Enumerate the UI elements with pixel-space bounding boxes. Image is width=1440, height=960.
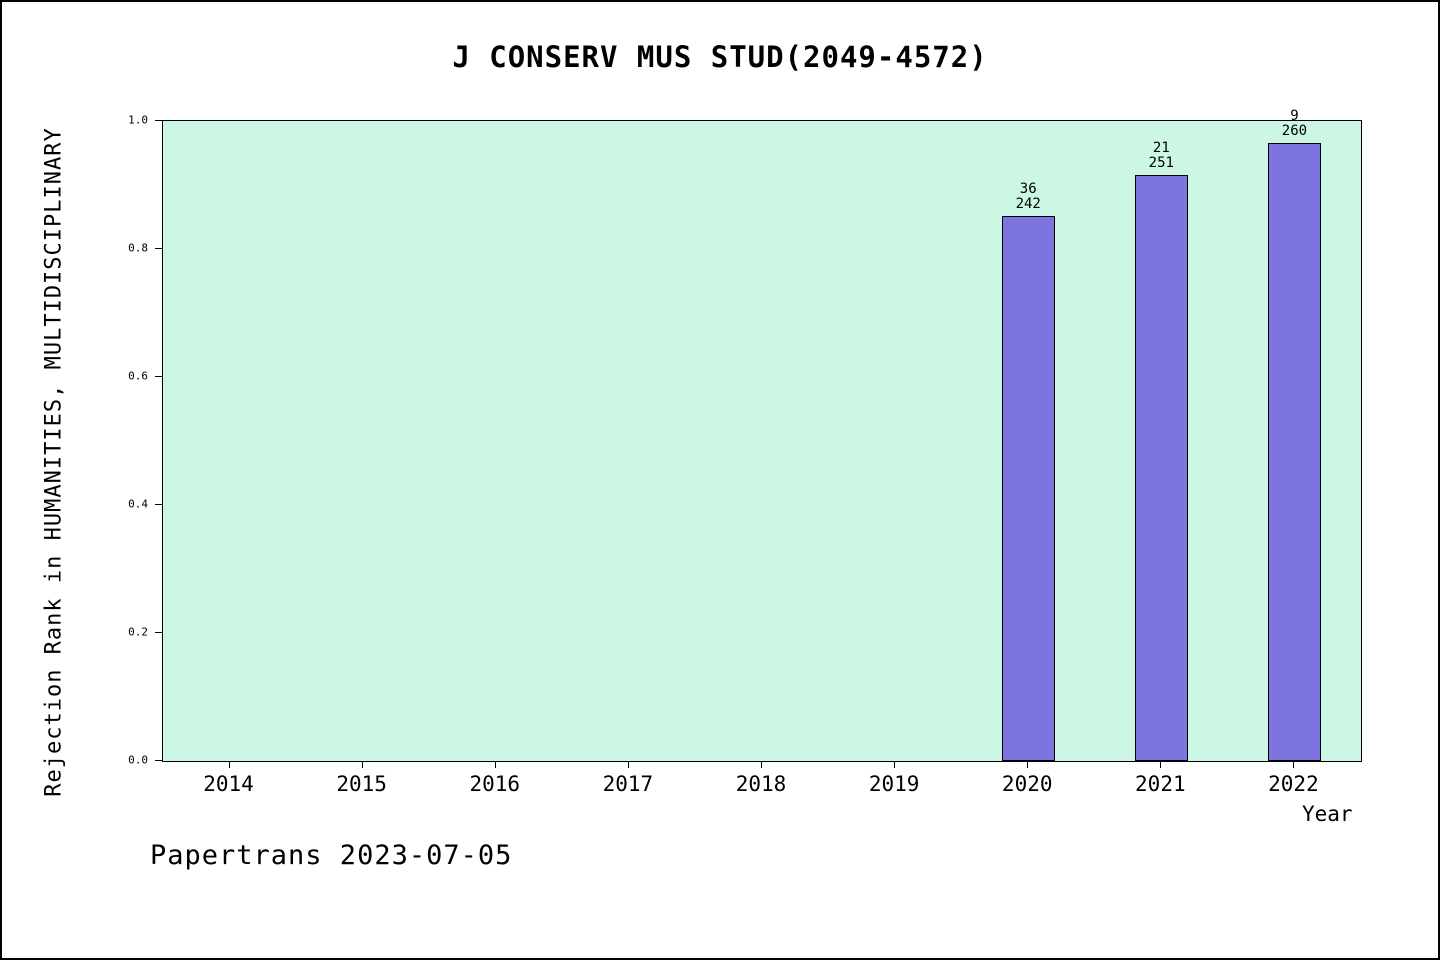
bar-value-label-2020: 36242 bbox=[1016, 182, 1041, 212]
x-tick-label-2019: 2019 bbox=[869, 772, 920, 796]
y-axis-title: Rejection Rank in HUMANITIES, MULTIDISCI… bbox=[42, 127, 67, 797]
y-tick-label-0.6: 0.6 bbox=[128, 370, 148, 383]
bar-value-line: 9 bbox=[1282, 109, 1307, 124]
x-tick-mark bbox=[495, 762, 496, 768]
x-tick-label-2014: 2014 bbox=[203, 772, 254, 796]
x-tick-mark bbox=[1027, 762, 1028, 768]
y-tick-label-1.0: 1.0 bbox=[128, 114, 148, 127]
x-tick-label-2021: 2021 bbox=[1135, 772, 1186, 796]
x-tick-mark bbox=[628, 762, 629, 768]
bar-value-line: 21 bbox=[1149, 141, 1174, 156]
x-tick-mark bbox=[1293, 762, 1294, 768]
bar-2020 bbox=[1002, 216, 1055, 761]
y-axis: 0.00.20.40.60.81.0 bbox=[102, 120, 162, 762]
bar-value-line: 36 bbox=[1016, 182, 1041, 197]
x-tick-mark bbox=[229, 762, 230, 768]
bar-value-line: 242 bbox=[1016, 197, 1041, 212]
x-tick-mark bbox=[894, 762, 895, 768]
y-tick-mark bbox=[155, 760, 162, 761]
y-tick-label-0.8: 0.8 bbox=[128, 242, 148, 255]
bar-2021 bbox=[1135, 175, 1188, 761]
x-tick-label-2018: 2018 bbox=[736, 772, 787, 796]
bar-value-label-2022: 9260 bbox=[1282, 109, 1307, 139]
x-tick-label-2022: 2022 bbox=[1268, 772, 1319, 796]
x-axis-title: Year bbox=[1302, 802, 1422, 826]
y-tick-label-0.0: 0.0 bbox=[128, 754, 148, 767]
bar-value-label-2021: 21251 bbox=[1149, 141, 1174, 171]
chart-canvas: J CONSERV MUS STUD(2049-4572) Rejection … bbox=[0, 0, 1440, 960]
y-tick-mark bbox=[155, 248, 162, 249]
x-tick-mark bbox=[362, 762, 363, 768]
x-tick-mark bbox=[761, 762, 762, 768]
y-tick-mark bbox=[155, 632, 162, 633]
x-tick-mark bbox=[1160, 762, 1161, 768]
x-tick-label-2017: 2017 bbox=[603, 772, 654, 796]
footer-watermark: Papertrans 2023-07-05 bbox=[150, 840, 512, 871]
y-tick-mark bbox=[155, 504, 162, 505]
bar-2022 bbox=[1268, 143, 1321, 761]
y-tick-mark bbox=[155, 120, 162, 121]
chart-title: J CONSERV MUS STUD(2049-4572) bbox=[2, 40, 1438, 74]
bar-value-line: 260 bbox=[1282, 124, 1307, 139]
x-tick-label-2020: 2020 bbox=[1002, 772, 1053, 796]
y-tick-label-0.2: 0.2 bbox=[128, 626, 148, 639]
plot-area: 36242212519260 bbox=[162, 120, 1362, 762]
bar-value-line: 251 bbox=[1149, 156, 1174, 171]
y-tick-mark bbox=[155, 376, 162, 377]
x-axis: 2014 2015 2016 2017 2018 2019 2020 2021 2022 bbox=[162, 762, 1362, 802]
x-tick-label-2015: 2015 bbox=[336, 772, 387, 796]
y-tick-label-0.4: 0.4 bbox=[128, 498, 148, 511]
x-tick-label-2016: 2016 bbox=[469, 772, 520, 796]
